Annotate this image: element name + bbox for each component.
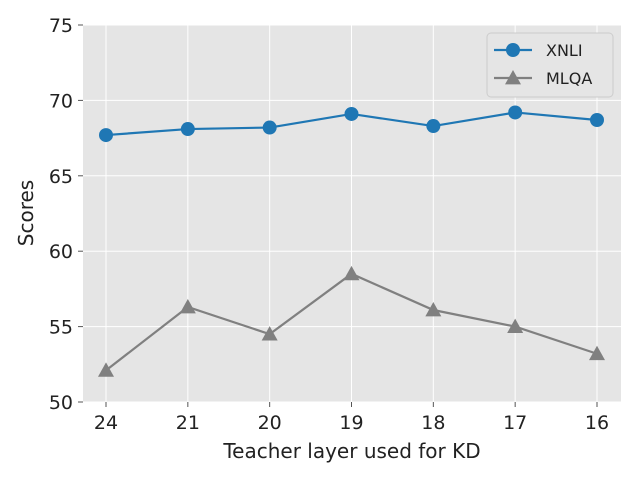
legend: XNLI MLQA xyxy=(486,32,614,98)
x-tick-label: 17 xyxy=(503,412,527,434)
y-tick-label: 70 xyxy=(49,90,73,112)
grid-lines xyxy=(83,24,621,403)
x-axis-label: Teacher layer used for KD xyxy=(222,439,480,463)
data-point-xnli xyxy=(262,120,277,135)
series-group xyxy=(98,105,605,377)
series-mlqa xyxy=(98,265,605,377)
data-point-xnli xyxy=(180,122,195,137)
data-point-xnli xyxy=(426,119,441,134)
data-point-xnli xyxy=(508,105,523,120)
x-tick-label: 20 xyxy=(258,412,282,434)
data-point-mlqa xyxy=(261,326,278,341)
legend-marker-xnli xyxy=(506,43,520,57)
data-point-mlqa xyxy=(589,345,605,361)
y-tick-label: 60 xyxy=(49,241,73,263)
legend-label-mlqa: MLQA xyxy=(546,69,592,88)
data-point-mlqa xyxy=(98,362,114,377)
x-tick-label: 16 xyxy=(585,412,609,434)
x-tick-label: 19 xyxy=(339,412,363,434)
legend-marker-mlqa xyxy=(505,70,521,85)
x-tick-label: 24 xyxy=(94,412,118,434)
data-point-mlqa xyxy=(179,298,196,314)
data-point-xnli xyxy=(99,128,113,143)
y-tick-label: 65 xyxy=(49,166,73,188)
data-point-mlqa xyxy=(507,318,524,333)
y-tick-label: 75 xyxy=(49,15,73,37)
data-point-xnli xyxy=(590,113,604,128)
y-tick-label: 50 xyxy=(49,392,73,414)
series-xnli xyxy=(99,105,604,143)
legend-label-xnli: XNLI xyxy=(546,41,583,60)
y-axis-ticks: 50 55 60 65 70 75 xyxy=(49,15,83,414)
x-tick-label: 18 xyxy=(421,412,445,434)
y-axis-label: Scores xyxy=(14,180,38,246)
data-point-xnli xyxy=(344,106,359,121)
data-point-mlqa xyxy=(343,265,360,281)
x-tick-label: 21 xyxy=(176,412,200,434)
y-tick-label: 55 xyxy=(49,317,73,339)
x-axis-ticks: 24 21 20 19 18 17 16 xyxy=(94,402,609,434)
data-point-mlqa xyxy=(425,302,442,317)
